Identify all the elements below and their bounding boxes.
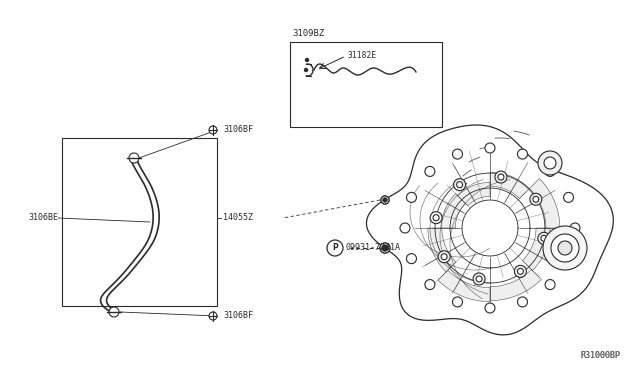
Circle shape	[485, 303, 495, 313]
Polygon shape	[428, 228, 456, 272]
Text: 09931-7241A: 09931-7241A	[345, 244, 400, 253]
Circle shape	[433, 215, 439, 221]
Circle shape	[400, 223, 410, 233]
Text: 3106BF: 3106BF	[223, 125, 253, 135]
Bar	[62, 138, 217, 306]
Circle shape	[517, 268, 524, 274]
Circle shape	[454, 179, 466, 191]
Text: 3106BE: 3106BE	[28, 214, 58, 222]
Circle shape	[498, 174, 504, 180]
Circle shape	[425, 166, 435, 176]
Text: R31000BP: R31000BP	[580, 351, 620, 360]
Circle shape	[515, 265, 526, 278]
Circle shape	[564, 254, 573, 264]
Text: R31000BP: R31000BP	[580, 351, 620, 360]
Circle shape	[558, 241, 572, 255]
Polygon shape	[438, 270, 490, 302]
Circle shape	[381, 196, 389, 204]
Polygon shape	[490, 172, 529, 198]
Polygon shape	[367, 125, 613, 335]
Text: 3106BF: 3106BF	[223, 311, 253, 321]
Circle shape	[430, 212, 442, 224]
Bar	[290, 42, 442, 127]
Circle shape	[452, 297, 463, 307]
Circle shape	[551, 234, 579, 262]
Text: 31182E: 31182E	[348, 51, 377, 61]
Circle shape	[382, 245, 388, 251]
Circle shape	[538, 232, 550, 244]
Text: P: P	[332, 244, 338, 253]
Polygon shape	[442, 193, 465, 228]
Circle shape	[544, 157, 556, 169]
Polygon shape	[490, 269, 541, 301]
Circle shape	[381, 196, 389, 204]
Circle shape	[541, 235, 547, 241]
Circle shape	[543, 226, 587, 270]
Circle shape	[570, 223, 580, 233]
Text: 14055Z: 14055Z	[223, 214, 253, 222]
Polygon shape	[522, 228, 550, 270]
Circle shape	[380, 243, 390, 253]
Polygon shape	[529, 179, 560, 228]
Circle shape	[545, 280, 555, 289]
Circle shape	[109, 307, 119, 317]
Circle shape	[305, 68, 307, 71]
Polygon shape	[458, 182, 490, 206]
Circle shape	[383, 198, 387, 202]
Circle shape	[495, 171, 507, 183]
Circle shape	[476, 276, 482, 282]
Circle shape	[209, 312, 217, 320]
Circle shape	[327, 240, 343, 256]
Circle shape	[518, 297, 527, 307]
Circle shape	[452, 149, 463, 159]
Circle shape	[538, 151, 562, 175]
Circle shape	[545, 166, 555, 176]
Circle shape	[129, 153, 139, 163]
Circle shape	[473, 273, 485, 285]
Circle shape	[425, 280, 435, 289]
Circle shape	[564, 192, 573, 202]
Circle shape	[456, 182, 463, 187]
Circle shape	[518, 149, 527, 159]
Circle shape	[485, 143, 495, 153]
Circle shape	[441, 254, 447, 260]
Circle shape	[380, 243, 390, 253]
Text: 3109BZ: 3109BZ	[292, 29, 324, 38]
Circle shape	[530, 193, 542, 205]
Circle shape	[438, 251, 450, 263]
Circle shape	[209, 126, 217, 134]
Circle shape	[406, 254, 417, 264]
Circle shape	[406, 192, 417, 202]
Circle shape	[533, 196, 539, 202]
Circle shape	[305, 58, 308, 61]
